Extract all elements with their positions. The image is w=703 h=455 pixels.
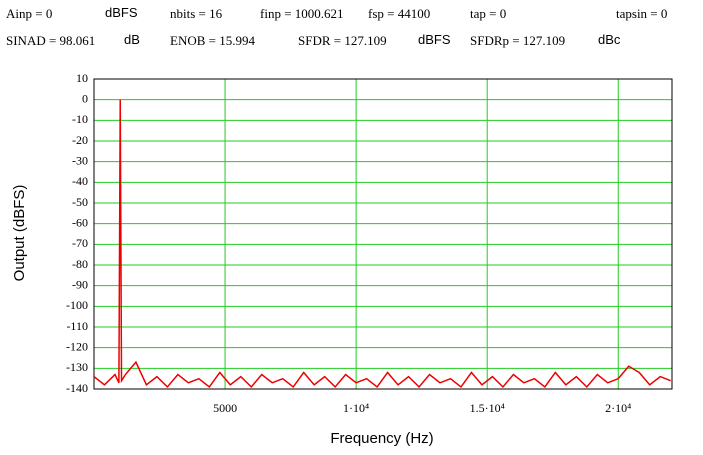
y-tick-label: -30 (72, 153, 88, 167)
param: Ainp = 0 (6, 6, 53, 21)
x-tick-label: 1.5·10⁴ (470, 401, 505, 415)
param: tap = 0 (470, 6, 507, 21)
y-tick-label: -90 (72, 277, 88, 291)
unit: dB (124, 32, 140, 47)
x-tick-label: 5000 (213, 401, 237, 415)
y-tick-label: -50 (72, 195, 88, 209)
y-tick-label: -140 (66, 381, 88, 395)
spectrum-line (93, 99, 671, 389)
param: SFDRp = 127.109 (470, 33, 566, 48)
param: SFDR = 127.109 (298, 33, 387, 48)
y-tick-label: -110 (66, 319, 88, 333)
param: ENOB = 15.994 (170, 33, 255, 48)
y-tick-label: -40 (72, 174, 88, 188)
param: tapsin = 0 (616, 6, 668, 21)
y-tick-label: 10 (76, 71, 88, 85)
y-tick-label: 0 (82, 91, 88, 105)
x-axis-title: Frequency (Hz) (330, 430, 433, 447)
param: SINAD = 98.061 (6, 33, 96, 48)
y-tick-label: -10 (72, 112, 88, 126)
y-tick-label: -80 (72, 257, 88, 271)
y-tick-label: -60 (72, 215, 88, 229)
y-tick-label: -100 (66, 298, 88, 312)
unit: dBc (598, 32, 621, 47)
x-tick-label: 1·10⁴ (343, 401, 369, 415)
param: nbits = 16 (170, 6, 223, 21)
y-tick-label: -120 (66, 339, 88, 353)
y-tick-label: -70 (72, 236, 88, 250)
param: finp = 1000.621 (260, 6, 344, 21)
y-axis-title: Output (dBFS) (11, 185, 28, 282)
unit: dBFS (105, 5, 138, 20)
unit: dBFS (418, 32, 451, 47)
plot-frame (93, 78, 673, 390)
x-tick-label: 2·10⁴ (605, 401, 631, 415)
param: fsp = 44100 (368, 6, 431, 21)
y-tick-label: -20 (72, 133, 88, 147)
y-tick-label: -130 (66, 360, 88, 374)
